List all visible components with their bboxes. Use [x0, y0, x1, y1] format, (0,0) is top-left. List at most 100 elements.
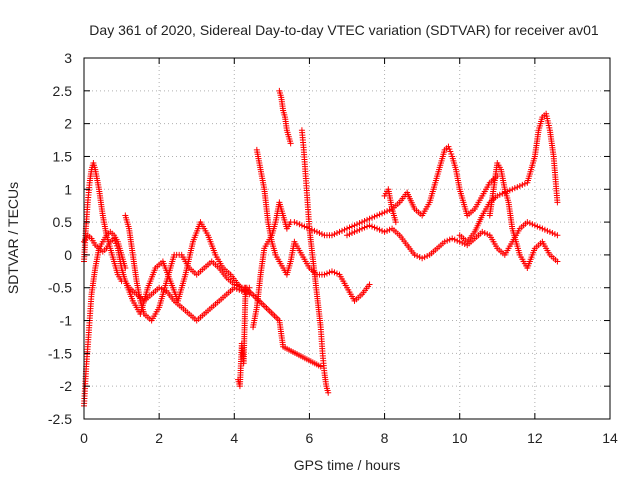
data-point-fill — [526, 220, 533, 227]
data-point-fill — [379, 227, 386, 234]
data-point-fill — [346, 224, 353, 231]
data-point-fill — [544, 227, 551, 234]
data-point — [366, 215, 373, 222]
data-point — [317, 363, 324, 370]
data-point-fill — [333, 270, 340, 277]
y-tick-label: 1.5 — [53, 148, 73, 164]
data-point-fill — [444, 237, 451, 244]
data-point — [374, 225, 381, 232]
data-point-fill — [356, 220, 363, 227]
data-point-fill — [421, 254, 428, 261]
data-point-fill — [331, 269, 338, 276]
data-point — [516, 182, 523, 189]
data-point-fill — [364, 223, 371, 230]
data-point — [351, 222, 358, 229]
data-point-fill — [361, 224, 368, 231]
data-point — [531, 222, 538, 229]
y-tick-label: 0 — [64, 247, 72, 263]
x-tick-label: 8 — [381, 430, 389, 446]
x-tick-label: 12 — [527, 430, 543, 446]
data-point-fill — [521, 180, 528, 187]
data-point-fill — [541, 226, 548, 233]
data-point-fill — [454, 237, 461, 244]
data-point — [509, 186, 516, 193]
data-point-fill — [349, 230, 356, 237]
data-point-fill — [416, 254, 423, 261]
data-point-fill — [316, 230, 323, 237]
x-tick-label: 2 — [155, 430, 163, 446]
data-point-fill — [158, 285, 165, 292]
data-point-fill — [296, 221, 303, 228]
data-point — [291, 219, 298, 226]
data-point-fill — [331, 231, 338, 238]
data-point — [479, 228, 486, 235]
data-point — [313, 228, 320, 235]
data-point — [381, 209, 388, 216]
data-point-fill — [424, 253, 431, 260]
data-point — [351, 228, 358, 235]
data-point — [366, 281, 373, 288]
plot-frame — [83, 57, 611, 420]
data-point-fill — [338, 227, 345, 234]
data-point — [344, 232, 350, 239]
data-point — [325, 389, 332, 396]
y-tick-label: 2.5 — [53, 83, 73, 99]
data-point-fill — [551, 231, 558, 238]
data-point-fill — [451, 236, 458, 243]
y-tick-label: 0.5 — [53, 214, 73, 230]
data-point — [336, 228, 343, 235]
grid-lines — [84, 58, 610, 419]
data-point — [456, 238, 463, 245]
data-point-fill — [361, 217, 368, 224]
data-point — [374, 212, 381, 219]
data-point — [298, 222, 305, 229]
data-point-fill — [519, 181, 526, 188]
data-point — [392, 219, 399, 226]
x-tick-label: 4 — [230, 430, 238, 446]
data-point — [554, 258, 561, 265]
data-point — [554, 199, 561, 206]
data-point-fill — [354, 221, 361, 228]
data-point — [441, 238, 448, 245]
x-tick-label: 10 — [452, 430, 468, 446]
data-point-fill — [446, 236, 453, 243]
data-point — [122, 265, 129, 272]
y-tick-label: -2 — [60, 378, 73, 394]
data-point-fill — [379, 210, 386, 217]
data-point-fill — [481, 230, 488, 237]
y-tick-label: 2 — [64, 116, 72, 132]
data-point — [156, 284, 163, 291]
data-point-fill — [386, 226, 393, 233]
data-point — [381, 228, 388, 235]
data-point — [366, 222, 373, 229]
data-point-fill — [326, 269, 333, 276]
data-point-fill — [376, 226, 383, 233]
y-axis-ticks: -2.5 -2 -1.5 -1 -0.5 0 0.5 1 1.5 2 2.5 3 — [48, 50, 610, 427]
x-tick-label: 14 — [602, 430, 618, 446]
data-point-fill — [293, 220, 300, 227]
data-point-fill — [459, 239, 466, 246]
data-point-fill — [511, 185, 518, 192]
data-point — [554, 232, 561, 239]
data-point-fill — [536, 224, 543, 231]
data-point — [539, 225, 546, 232]
data-point-fill — [346, 231, 353, 238]
data-point — [321, 271, 328, 278]
chart-title: Day 361 of 2020, Sidereal Day-to-day VTE… — [89, 22, 599, 38]
data-point-fill — [414, 253, 421, 260]
data-point-fill — [506, 187, 513, 194]
data-point — [328, 232, 335, 239]
data-point — [287, 140, 294, 147]
x-axis-ticks: 0 2 4 6 8 10 12 14 — [80, 58, 618, 446]
y-tick-label: -1 — [60, 313, 73, 329]
data-point-fill — [549, 230, 556, 237]
data-point — [524, 219, 531, 226]
data-point — [359, 225, 366, 232]
data-point — [359, 219, 366, 226]
data-point-fill — [354, 227, 361, 234]
data-point-fill — [529, 221, 536, 228]
data-point-fill — [318, 231, 325, 238]
data-point — [328, 268, 335, 275]
data-point-fill — [369, 214, 376, 221]
